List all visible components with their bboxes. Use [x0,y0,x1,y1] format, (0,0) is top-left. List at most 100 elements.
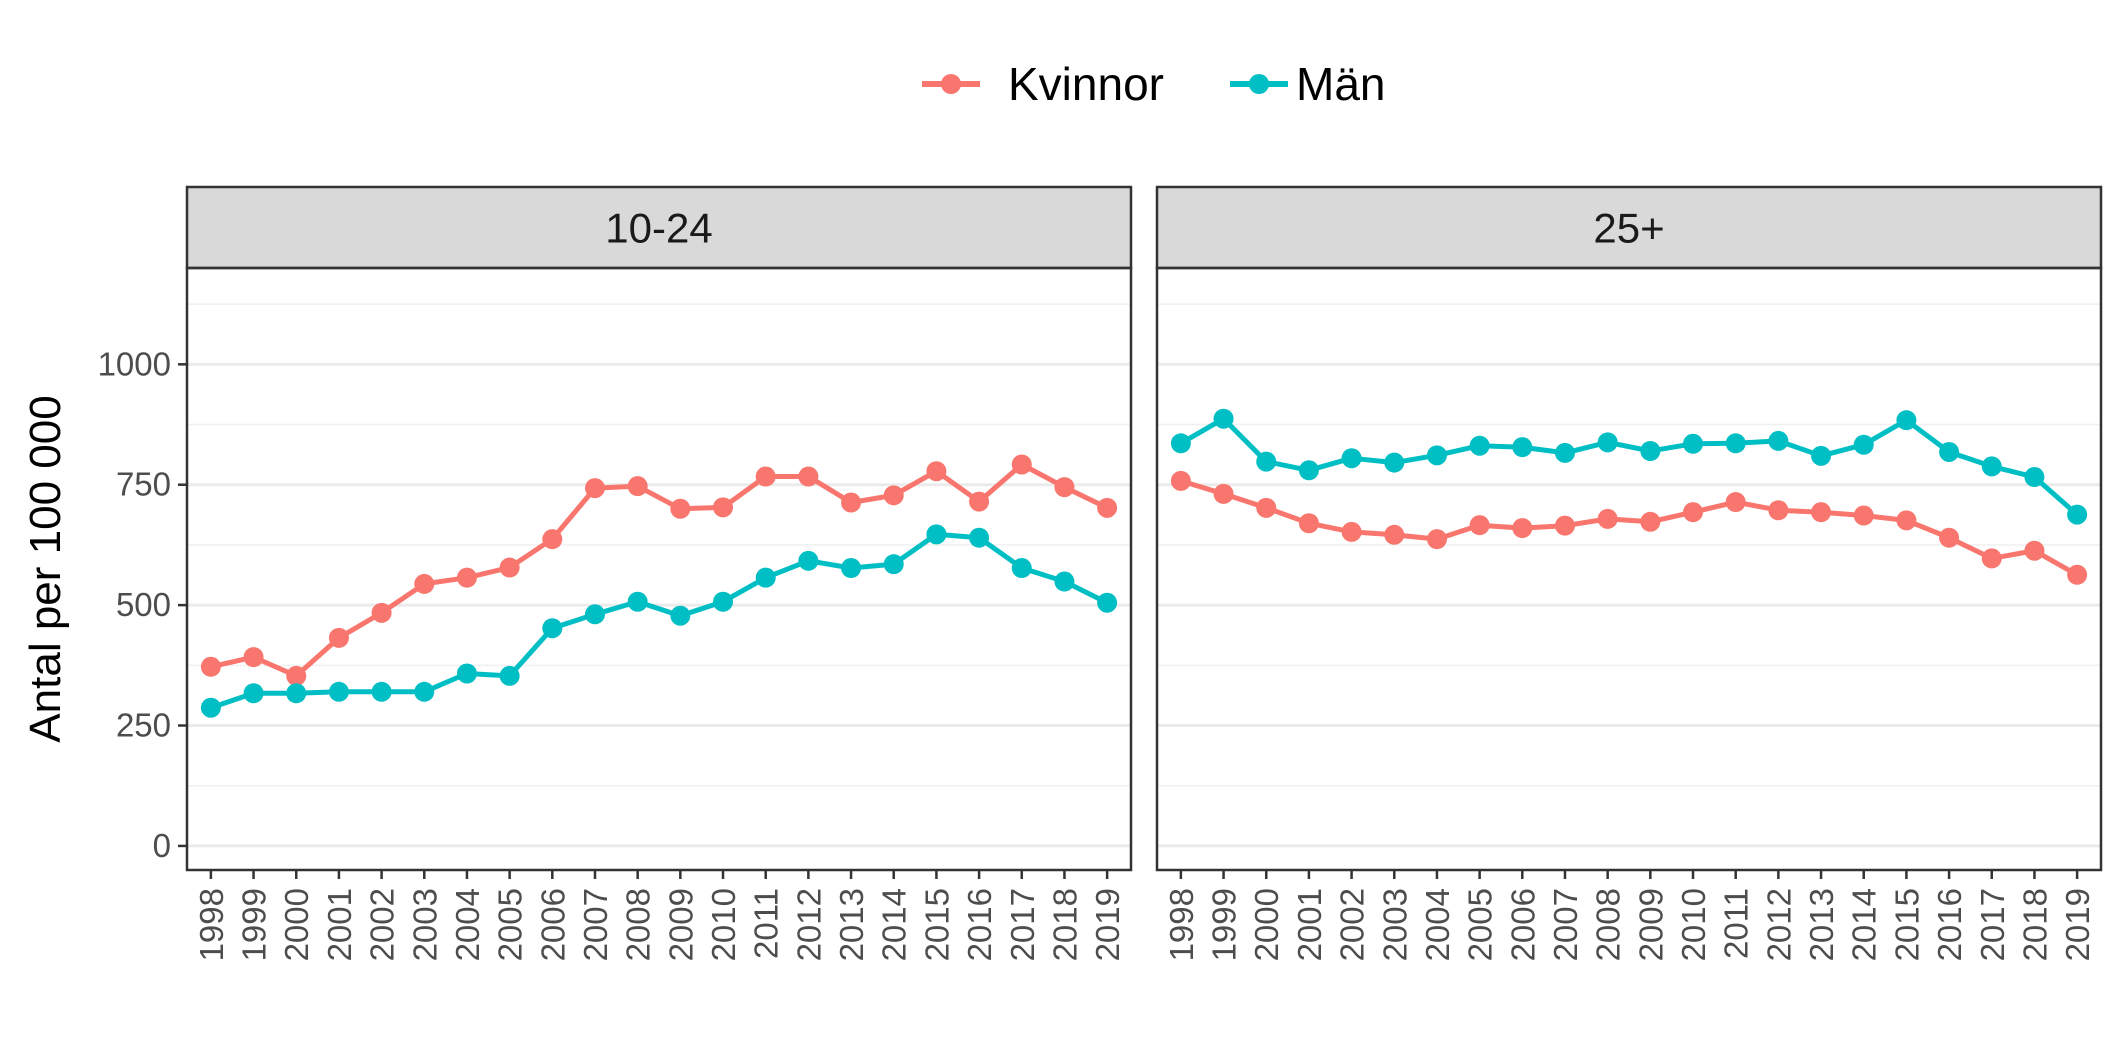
panel-background-1 [187,268,1131,870]
data-point-1-2-2004 [456,663,477,684]
data-point-2-2-2016 [1939,441,1960,462]
data-point-2-1-2003 [1384,524,1405,545]
data-point-1-1-1998 [200,656,221,677]
data-point-1-1-2013 [841,492,862,513]
x-tick-label: 1999 [236,888,273,961]
data-point-1-2-2008 [627,591,648,612]
facet-strip-1 [185,185,1133,270]
x-tick-label: 2005 [1462,888,1499,961]
data-point-1-1-2004 [456,567,477,588]
data-point-1-1-2001 [328,627,349,648]
x-tick-label: 2019 [1089,888,1126,961]
x-tick-label: 2011 [1718,888,1755,959]
x-tick-label: 2009 [662,888,699,961]
data-point-2-1-2007 [1554,515,1575,536]
x-tick-label: 2007 [1547,888,1584,961]
legend-label-2: Män [1296,58,1385,110]
x-tick-label: 2014 [1846,888,1883,961]
data-point-1-2-2015 [926,524,947,545]
data-point-1-2-2003 [414,681,435,702]
data-point-1-1-2011 [755,466,776,487]
data-point-1-1-2008 [627,476,648,497]
data-point-2-2-2003 [1384,452,1405,473]
data-point-1-1-2010 [713,497,734,518]
data-point-1-1-2005 [499,557,520,578]
y-tick-label: 0 [153,827,171,864]
data-point-2-2-2001 [1298,460,1319,481]
x-tick-label: 2006 [534,888,571,961]
y-axis-title: Antal per 100 000 [21,395,70,742]
facet-strip-label-2: 25+ [1593,205,1664,252]
data-point-2-2-2009 [1640,441,1661,462]
data-point-1-2-1999 [243,683,264,704]
x-tick-label: 2008 [620,888,657,961]
x-tick-label: 2016 [1931,888,1968,961]
x-tick-label: 2012 [1760,888,1797,961]
legend-key-point-2 [1249,74,1269,94]
x-tick-label: 2010 [705,888,742,961]
data-point-2-2-2004 [1426,445,1447,466]
x-tick-label: 2010 [1675,888,1712,961]
data-point-1-1-2016 [969,491,990,512]
x-tick-label: 2012 [790,888,827,961]
x-tick-label: 2009 [1632,888,1669,961]
data-point-1-1-2015 [926,461,947,482]
x-tick-label: 2017 [1974,888,2011,961]
data-point-1-2-2002 [371,681,392,702]
x-tick-label: 2015 [1888,888,1925,961]
data-point-2-2-2007 [1554,442,1575,463]
data-point-2-1-2001 [1298,513,1319,534]
data-point-1-1-2014 [883,485,904,506]
data-point-2-1-2018 [2024,540,2045,561]
data-point-2-2-2018 [2024,467,2045,488]
data-point-2-1-2015 [1896,510,1917,531]
x-tick-label: 2004 [449,888,486,961]
data-point-2-2-2012 [1768,430,1789,451]
data-point-2-1-2006 [1512,518,1533,539]
y-tick-label: 500 [116,586,171,623]
data-point-2-2-2019 [2067,504,2088,525]
x-tick-label: 2013 [1803,888,1840,961]
data-point-2-1-2002 [1341,521,1362,542]
data-point-2-1-2010 [1683,502,1704,523]
panel-border-1 [185,266,1133,872]
data-point-2-2-2005 [1469,435,1490,456]
data-point-1-2-2012 [798,550,819,571]
x-tick-label: 1998 [1163,888,1200,961]
data-point-2-1-2005 [1469,515,1490,536]
data-point-1-2-1998 [200,697,221,718]
data-point-2-2-1998 [1170,433,1191,454]
data-point-1-2-2013 [841,558,862,579]
data-point-2-2-2006 [1512,437,1533,458]
data-point-1-1-2006 [542,529,563,550]
legend-key-point-1 [941,74,961,94]
data-point-1-2-2014 [883,554,904,575]
data-point-2-1-2011 [1725,492,1746,513]
x-tick-label: 2002 [364,888,401,961]
legend-label-1: Kvinnor [1008,58,1164,110]
data-point-1-2-2005 [499,665,520,686]
data-point-2-2-2010 [1683,433,1704,454]
x-tick-label: 2014 [876,888,913,961]
series-line-2-1 [1180,478,2079,577]
x-tick-label: 1999 [1206,888,1243,961]
x-tick-label: 2004 [1419,888,1456,961]
data-point-1-1-2002 [371,602,392,623]
x-tick-label: 2007 [577,888,614,961]
x-tick-label: 2015 [918,888,955,961]
x-tick-label: 2005 [492,888,529,961]
data-point-1-2-2007 [584,604,605,625]
y-tick-label: 1000 [98,345,171,382]
data-point-1-1-2009 [670,498,691,519]
data-point-1-1-2012 [798,466,819,487]
x-tick-label: 2011 [748,888,785,959]
data-point-2-1-2009 [1640,511,1661,532]
data-point-2-1-1998 [1170,470,1191,491]
data-point-1-2-2000 [286,683,307,704]
y-tick-label: 750 [116,466,171,503]
x-tick-label: 2018 [1046,888,1083,961]
data-point-1-1-2018 [1054,477,1075,498]
data-point-2-1-2014 [1853,505,1874,526]
